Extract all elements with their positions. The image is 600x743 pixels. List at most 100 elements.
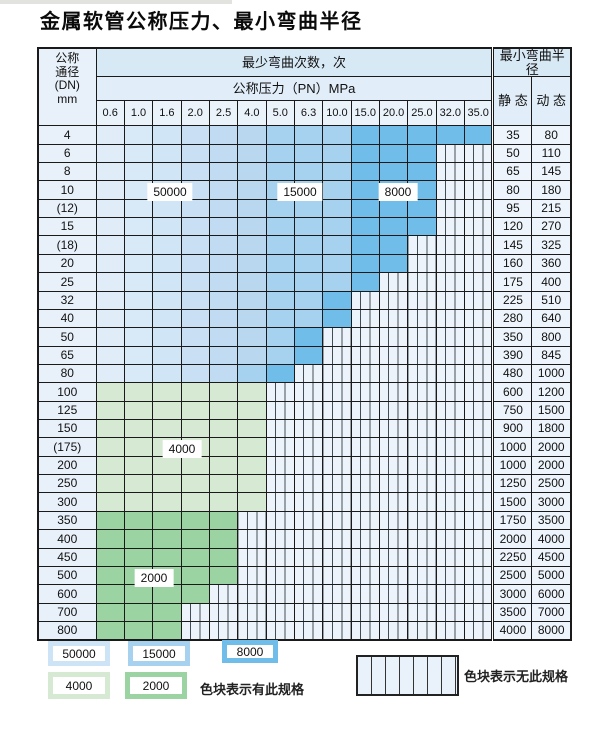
no-spec-cell bbox=[435, 584, 465, 604]
no-spec-cell bbox=[350, 345, 380, 365]
cycle-cell-c15 bbox=[293, 308, 324, 329]
no-spec-cell bbox=[435, 253, 465, 274]
no-spec-cell bbox=[435, 565, 465, 586]
cycle-cell-c15 bbox=[322, 235, 352, 255]
no-spec-cell bbox=[463, 290, 494, 310]
cycles-header: 最少弯曲次数，次 bbox=[95, 47, 494, 78]
static-value: 3500 bbox=[491, 602, 533, 622]
no-spec-cell bbox=[293, 584, 324, 604]
cycle-cell-c50 bbox=[237, 125, 267, 145]
cycle-cell-c15 bbox=[265, 253, 295, 274]
dn-cell: 350 bbox=[37, 510, 97, 531]
no-spec-cell bbox=[378, 345, 409, 365]
cycle-cell-c50 bbox=[152, 308, 182, 329]
static-value: 2250 bbox=[491, 547, 533, 567]
pressure-tick: 25.0 bbox=[407, 100, 437, 127]
cycle-cell-c8 bbox=[350, 180, 380, 200]
no-spec-cell bbox=[463, 565, 494, 586]
cycle-cell-c15 bbox=[265, 161, 295, 182]
dn-header-line: mm bbox=[57, 91, 78, 106]
pressure-tick: 2.5 bbox=[208, 100, 239, 127]
dynamic-value: 270 bbox=[531, 217, 572, 237]
cycle-cell-c50 bbox=[152, 272, 182, 292]
cycle-cell-c4 bbox=[95, 492, 125, 512]
cycle-count-label: 4000 bbox=[162, 440, 202, 459]
dn-cell: 65 bbox=[37, 345, 97, 365]
dynamic-value: 7000 bbox=[531, 602, 572, 622]
dn-cell: 600 bbox=[37, 584, 97, 604]
dn-cell: 125 bbox=[37, 400, 97, 421]
dn-cell: 200 bbox=[37, 455, 97, 476]
no-spec-cell bbox=[378, 327, 409, 347]
cycle-cell-c50 bbox=[208, 290, 239, 310]
cycle-cell-c50 bbox=[95, 125, 125, 145]
pressure-tick: 32.0 bbox=[435, 100, 465, 127]
cycle-cell-c15 bbox=[293, 290, 324, 310]
pressure-header: 公称压力（PN）MPa bbox=[95, 76, 494, 102]
cycle-cell-c2 bbox=[180, 510, 210, 531]
cycle-cell-c8 bbox=[350, 235, 380, 255]
cycle-cell-c50 bbox=[180, 345, 210, 365]
cycle-cell-c4 bbox=[152, 419, 182, 439]
scan-edge-artifact bbox=[0, 0, 232, 4]
pressure-tick: 5.0 bbox=[265, 100, 295, 127]
no-spec-cell bbox=[378, 308, 409, 329]
table-row: 200 1000 2000 bbox=[37, 455, 572, 476]
no-spec-cell bbox=[378, 290, 409, 310]
table-row: 125 750 1500 bbox=[37, 400, 572, 421]
cycle-cell-c50 bbox=[208, 272, 239, 292]
cycle-cell-c4 bbox=[95, 455, 125, 476]
cycle-cell-c15 bbox=[293, 143, 324, 164]
no-spec-cell bbox=[208, 584, 239, 604]
no-spec-cell bbox=[435, 620, 465, 641]
no-spec-cell bbox=[463, 419, 494, 439]
no-spec-cell bbox=[322, 584, 352, 604]
no-spec-cell bbox=[435, 327, 465, 347]
static-value: 2500 bbox=[491, 565, 533, 586]
no-spec-cell bbox=[463, 455, 494, 476]
static-value: 160 bbox=[491, 253, 533, 274]
legend-swatch-value: 2000 bbox=[130, 677, 182, 694]
cycle-count-label: 50000 bbox=[147, 183, 193, 202]
cycle-cell-c2 bbox=[180, 547, 210, 567]
no-spec-cell bbox=[265, 510, 295, 531]
cycle-cell-c50 bbox=[123, 290, 154, 310]
no-spec-cell bbox=[293, 363, 324, 384]
no-spec-cell bbox=[293, 455, 324, 476]
dn-header-line: (DN) bbox=[54, 78, 80, 93]
no-spec-cell bbox=[407, 400, 437, 421]
no-spec-cell bbox=[350, 327, 380, 347]
no-spec-cell bbox=[378, 565, 409, 586]
no-spec-cell bbox=[378, 400, 409, 421]
no-spec-cell bbox=[378, 492, 409, 512]
cycle-cell-c4 bbox=[152, 382, 182, 402]
no-spec-cell bbox=[463, 510, 494, 531]
cycle-cell-c15 bbox=[265, 290, 295, 310]
table-wrap: 公称 通径 (DN) mm 最少弯曲次数，次 最小弯曲半径 公称压力（PN）MPa 静 态动 … bbox=[37, 47, 572, 641]
cycle-cell-c2 bbox=[152, 529, 182, 549]
cycle-cell-c50 bbox=[208, 327, 239, 347]
no-spec-cell bbox=[265, 547, 295, 567]
no-spec-cell bbox=[293, 565, 324, 586]
cycle-cell-c4 bbox=[123, 474, 154, 494]
pressure-tick: 0.6 bbox=[95, 100, 125, 127]
pressure-tick: 1.6 bbox=[152, 100, 182, 127]
no-spec-cell bbox=[350, 547, 380, 567]
dn-cell: 450 bbox=[37, 547, 97, 567]
cycle-cell-c2 bbox=[208, 510, 239, 531]
cycle-cell-c2 bbox=[152, 584, 182, 604]
cycle-cell-c2 bbox=[123, 547, 154, 567]
cycle-cell-c50 bbox=[237, 290, 267, 310]
pressure-tick: 35.0 bbox=[463, 100, 494, 127]
cycle-cell-c2 bbox=[208, 547, 239, 567]
cycle-cell-c2 bbox=[180, 529, 210, 549]
cycle-cell-c8 bbox=[293, 327, 324, 347]
cycle-cell-c8 bbox=[350, 217, 380, 237]
no-spec-cell bbox=[378, 584, 409, 604]
no-spec-cell bbox=[463, 272, 494, 292]
no-spec-cell bbox=[463, 143, 494, 164]
no-spec-cell bbox=[435, 474, 465, 494]
dn-cell: 150 bbox=[37, 419, 97, 439]
dynamic-value: 2500 bbox=[531, 474, 572, 494]
cycle-cell-c50 bbox=[152, 290, 182, 310]
